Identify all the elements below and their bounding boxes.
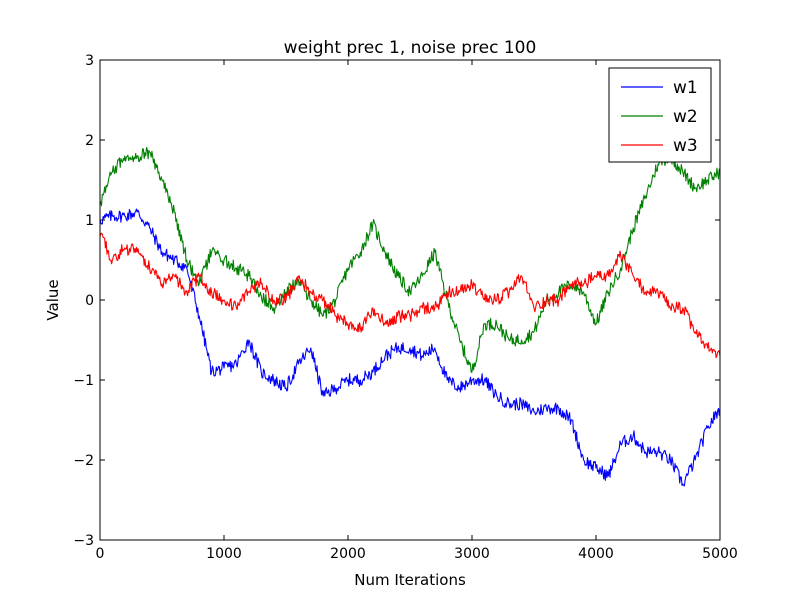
legend: w1 w2 w3 (608, 67, 712, 163)
legend-label-w1: w1 (673, 78, 698, 98)
series-line-w3 (99, 232, 721, 359)
y-axis-label: Value (44, 279, 62, 320)
legend-label-w2: w2 (673, 107, 698, 127)
y-tick-label: −2 (73, 453, 94, 469)
series-line-w2 (99, 146, 721, 373)
x-tick-label: 1000 (206, 546, 242, 562)
x-axis-label: Num Iterations (354, 571, 466, 589)
y-tick-label: 1 (85, 213, 94, 229)
y-tick-label: 0 (85, 293, 94, 309)
y-tick-label: 2 (85, 133, 94, 149)
x-tick-label: 5000 (702, 546, 738, 562)
y-tick-label: 3 (85, 53, 94, 69)
chart-title: weight prec 1, noise prec 100 (284, 38, 537, 58)
y-tick-label: −3 (73, 533, 94, 549)
series-layer (99, 146, 721, 487)
series-line-w1 (99, 208, 721, 487)
x-tick-label: 0 (96, 546, 105, 562)
x-tick-label: 3000 (454, 546, 490, 562)
x-tick-label: 2000 (330, 546, 366, 562)
ticks-layer: 0 1000 2000 3000 4000 5000 −3 −2 −1 0 1 2 3 (73, 53, 737, 562)
legend-box (608, 67, 712, 163)
x-tick-label: 4000 (578, 546, 614, 562)
y-tick-label: −1 (73, 373, 94, 389)
legend-label-w3: w3 (673, 136, 698, 156)
